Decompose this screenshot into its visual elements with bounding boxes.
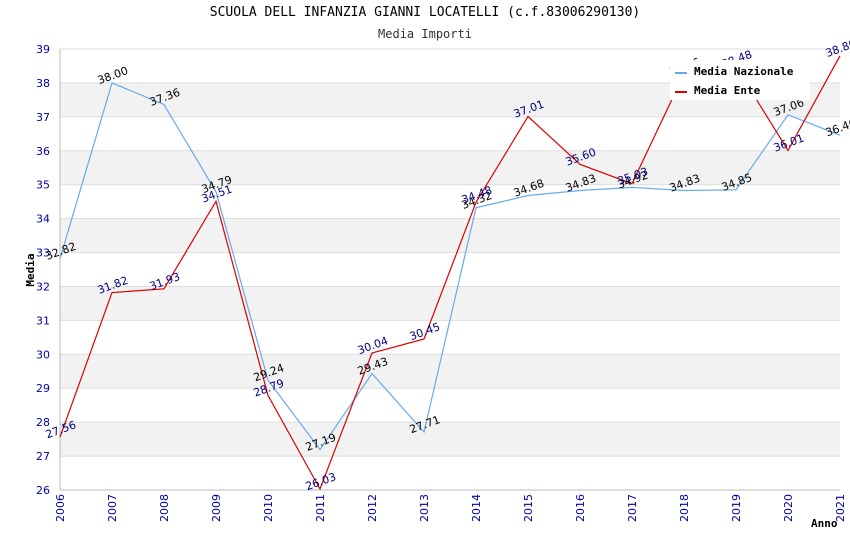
legend-label-nazionale: Media Nazionale: [694, 65, 794, 78]
x-tick-label: 2010: [262, 494, 275, 522]
legend: Media Nazionale Media Ente: [670, 60, 810, 100]
y-tick-label: 35: [36, 179, 50, 192]
grid-lines: [60, 48, 840, 491]
y-tick-label: 31: [36, 314, 50, 327]
y-tick-label: 33: [36, 247, 50, 260]
x-tick-label: 2020: [782, 494, 795, 522]
x-tick-label: 2019: [730, 494, 743, 522]
x-tick-label: 2008: [158, 494, 171, 522]
y-tick-label: 36: [36, 145, 50, 158]
x-tick-label: 2009: [210, 494, 223, 522]
grid-band: [60, 354, 840, 389]
y-tick-label: 27: [36, 450, 50, 463]
chart-title: SCUOLA DELL INFANZIA GIANNI LOCATELLI (c…: [209, 5, 641, 20]
x-tick-label: 2006: [54, 494, 67, 522]
grid-band: [60, 320, 840, 355]
y-tick-label: 30: [36, 348, 50, 361]
y-tick-label: 28: [36, 416, 50, 429]
x-tick-label: 2017: [626, 494, 639, 522]
y-tick-label: 38: [36, 77, 50, 90]
grid-band: [60, 116, 840, 151]
y-tick-label: 26: [36, 484, 50, 497]
y-tick-label: 32: [36, 280, 50, 293]
x-tick-label: 2015: [522, 494, 535, 522]
legend-label-ente: Media Ente: [694, 84, 761, 97]
grid-band: [60, 422, 840, 457]
x-tick-label: 2012: [366, 494, 379, 522]
y-axis-title: Media: [24, 253, 37, 286]
x-tick-label: 2013: [418, 494, 431, 522]
y-tick-label: 39: [36, 43, 50, 56]
x-tick-label: 2007: [106, 494, 119, 522]
legend-background: [670, 60, 810, 100]
y-tick-label: 34: [36, 213, 50, 226]
grid-band: [60, 388, 840, 423]
y-tick-labels: 26 27 28 29 30 31 32 33 34 35 36 37 38 39: [36, 43, 50, 497]
x-tick-label: 2016: [574, 494, 587, 522]
y-tick-label: 29: [36, 382, 50, 395]
data-label-ente: 38.80: [824, 37, 850, 60]
series-line-media-nazionale: [59, 82, 841, 451]
grid-band: [60, 150, 840, 185]
axes: [59, 49, 840, 491]
x-axis-title: Anno: [811, 517, 838, 530]
grid-band: [60, 286, 840, 321]
x-tick-label: 2018: [678, 494, 691, 522]
x-tick-labels: 2006 2007 2008 2009 2010 2011 2012 2013 2014 2015…: [54, 494, 847, 522]
chart-subtitle: Media Importi: [378, 27, 472, 41]
grid-band: [60, 218, 840, 253]
x-tick-label: 2014: [470, 494, 483, 522]
x-tick-label: 2021: [834, 494, 847, 522]
x-tick-label: 2011: [314, 494, 327, 522]
grid-band: [60, 456, 840, 490]
y-tick-label: 37: [36, 111, 50, 124]
